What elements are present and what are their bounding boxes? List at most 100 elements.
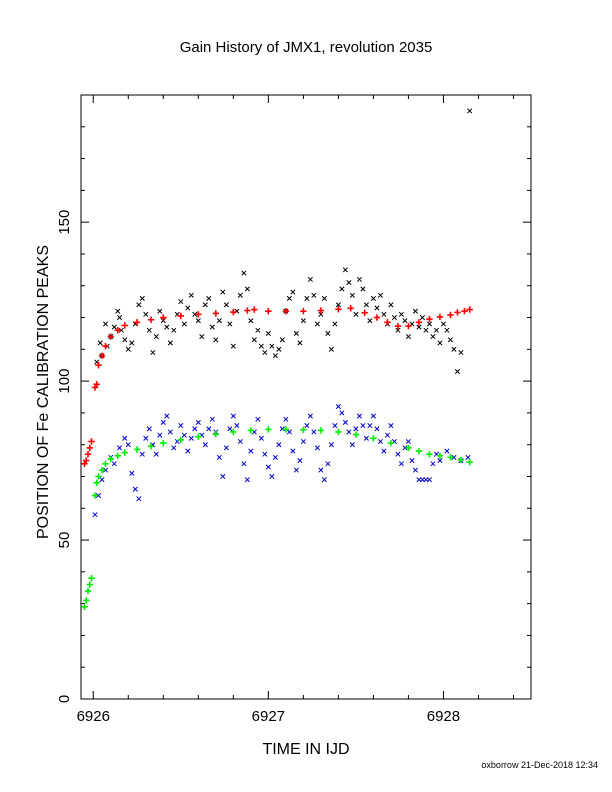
series-2-point <box>293 467 299 473</box>
series-2-point <box>178 423 184 429</box>
series-0-point <box>391 314 397 321</box>
series-2-point <box>157 432 163 438</box>
series-2-point <box>412 467 418 473</box>
series-0-point <box>262 349 268 356</box>
series-2-point <box>377 438 383 445</box>
series-3-point <box>121 449 128 456</box>
series-0-point <box>339 286 345 292</box>
series-0-point <box>157 308 163 314</box>
series-0-point <box>346 280 352 286</box>
series-0-point <box>241 270 247 276</box>
series-0-point <box>206 295 212 302</box>
series-2-point <box>402 445 408 451</box>
series-0-point <box>356 276 362 282</box>
series-1-point <box>160 314 167 321</box>
series-2-point <box>384 432 390 438</box>
series-1-point <box>88 438 95 445</box>
series-3-point <box>88 575 95 582</box>
series-2-point <box>374 426 380 432</box>
series-0-point <box>192 311 198 317</box>
series-3-point <box>415 447 423 455</box>
series-0-point <box>276 346 282 352</box>
series-0-point <box>447 337 454 343</box>
series-2-point <box>335 403 341 410</box>
series-0-point <box>97 340 103 346</box>
series-3-point <box>81 603 88 611</box>
series-2-point <box>227 426 233 432</box>
series-2-point <box>195 419 201 425</box>
series-3-point <box>102 460 109 467</box>
series-2-point <box>234 423 240 429</box>
series-3-point <box>133 446 141 453</box>
y-tick-label: 50 <box>56 532 73 549</box>
series-2-point <box>230 413 236 419</box>
series-0-point <box>328 346 334 352</box>
series-2-point <box>143 435 149 441</box>
series-2-point <box>125 442 131 448</box>
series-0-point <box>307 276 313 282</box>
series-0-point <box>181 321 187 327</box>
series-2-point <box>367 423 373 429</box>
series-2-point <box>272 454 278 460</box>
x-tick-label: 6927 <box>252 708 285 725</box>
series-3-point <box>335 428 342 436</box>
series-2-point <box>353 426 359 432</box>
series-1-point <box>300 307 307 315</box>
series-3-point <box>91 492 99 499</box>
series-2-point <box>314 445 320 451</box>
series-1-point <box>230 308 237 316</box>
series-2-point <box>363 435 369 441</box>
series-2-point <box>437 458 443 464</box>
series-2-point <box>381 448 387 454</box>
series-0-point <box>164 324 170 330</box>
series-3-point <box>282 426 290 433</box>
series-1-point <box>335 306 342 313</box>
series-1-point <box>147 316 155 323</box>
series-3-point <box>160 439 167 447</box>
y-tick-label: 150 <box>56 210 73 235</box>
series-0-point <box>377 292 383 298</box>
series-0-point <box>318 311 324 317</box>
series-2-point <box>220 473 226 480</box>
series-2-point <box>223 445 229 451</box>
series-0-point <box>185 305 191 311</box>
series-2-point <box>188 435 194 441</box>
series-3-point <box>247 427 255 434</box>
series-1-point <box>121 322 128 329</box>
series-3-point <box>405 444 412 452</box>
series-0-point <box>129 340 135 346</box>
series-3-point <box>107 455 114 463</box>
series-0-point <box>202 302 208 308</box>
series-0-point <box>405 334 411 340</box>
series-2-point <box>430 461 436 467</box>
series-2-point <box>136 496 142 502</box>
series-0-point <box>216 318 222 324</box>
series-0-point <box>269 343 275 349</box>
series-0-point <box>440 321 447 327</box>
series-0-point <box>178 299 184 305</box>
series-2-point <box>342 419 348 425</box>
series-0-point <box>398 311 404 317</box>
series-2-point <box>444 448 450 454</box>
series-0-point <box>122 337 128 343</box>
series-0-point <box>237 292 243 298</box>
series-1-point <box>83 457 90 464</box>
series-0-point <box>213 337 219 343</box>
series-2-point <box>171 445 177 451</box>
series-3-point <box>93 479 100 487</box>
series-2-point <box>167 429 173 435</box>
series-2-point <box>398 461 404 467</box>
series-0-point <box>153 334 159 340</box>
series-3-point <box>86 581 93 588</box>
series-0-point <box>272 353 278 359</box>
series-2-point <box>146 426 152 432</box>
series-0-point <box>171 327 177 333</box>
series-3-point <box>98 466 106 474</box>
series-2-point <box>356 413 362 419</box>
series-3-point <box>457 456 465 464</box>
series-2-point <box>328 442 334 448</box>
series-2-point <box>185 448 191 454</box>
series-0-point <box>458 349 464 356</box>
series-2-point <box>426 477 432 483</box>
